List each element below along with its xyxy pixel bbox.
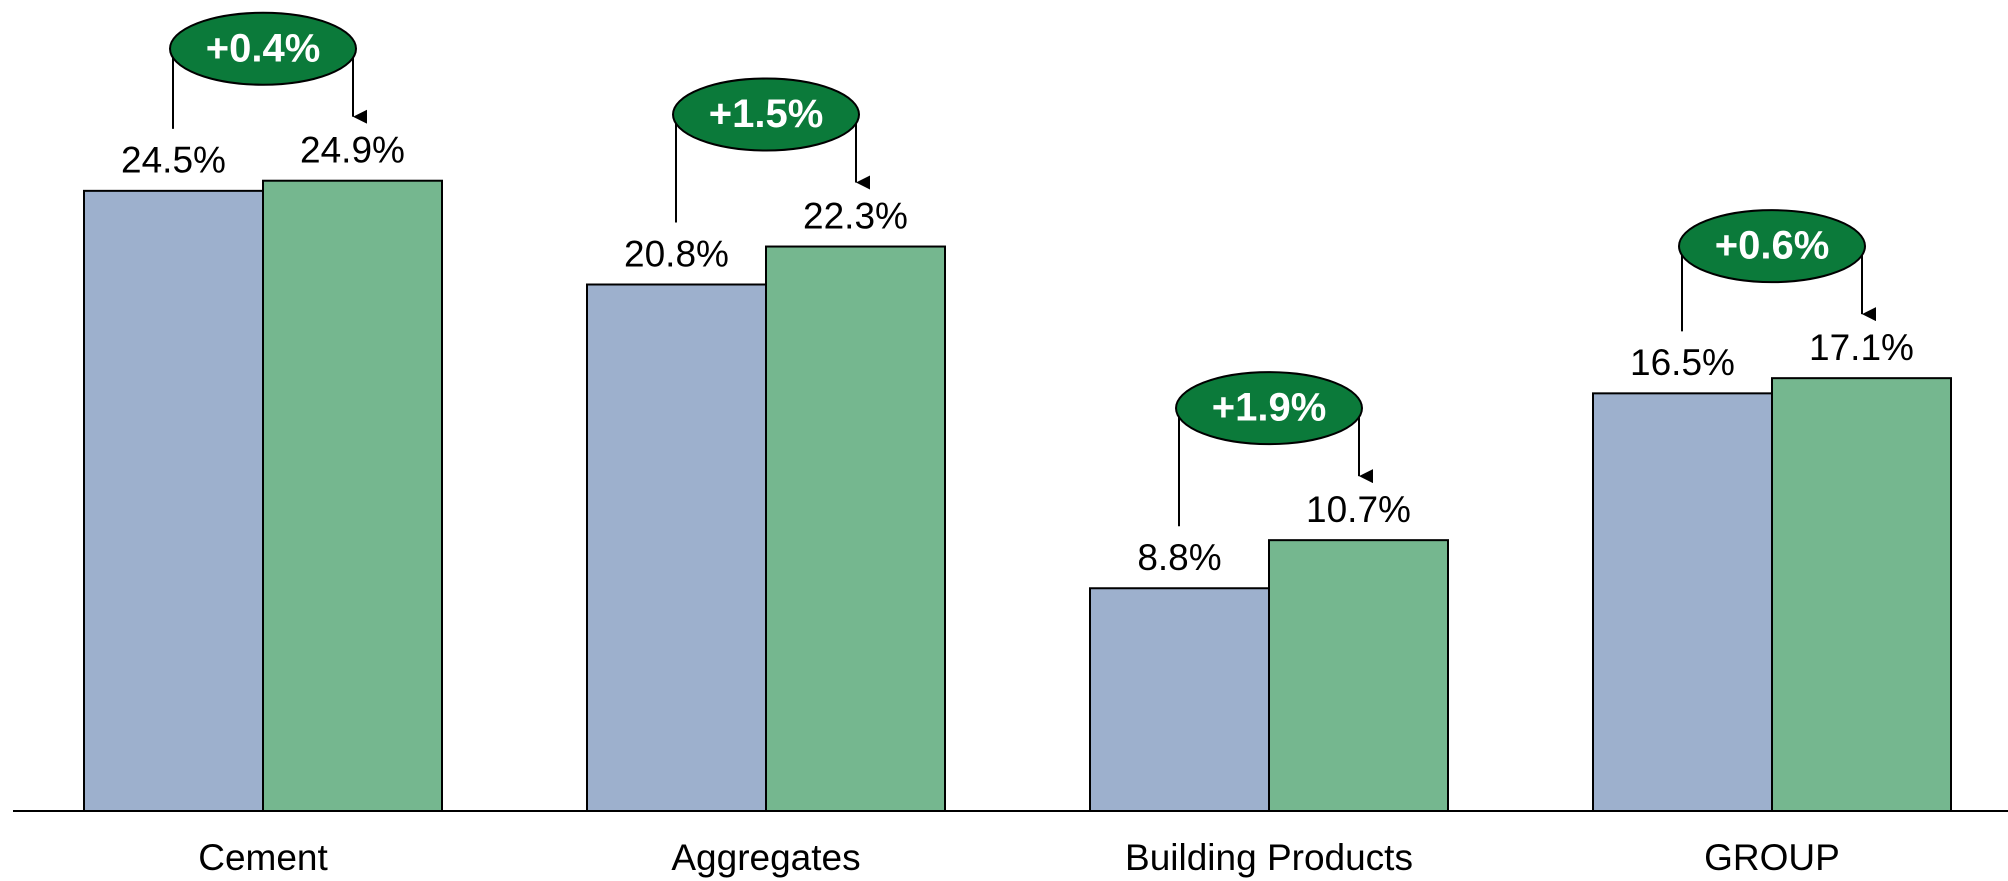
value-label: 22.3% <box>803 195 908 236</box>
change-bubble <box>1175 371 1363 446</box>
bar <box>1089 587 1270 812</box>
bar <box>765 245 946 812</box>
bar <box>262 179 443 812</box>
value-label: 8.8% <box>1137 537 1221 578</box>
change-label: +0.6% <box>1715 224 1830 268</box>
x-tick-label: Building Products <box>1125 837 1413 878</box>
bar <box>83 189 264 812</box>
value-label: 16.5% <box>1630 342 1735 383</box>
change-bubble <box>169 11 357 86</box>
value-label: 10.7% <box>1306 489 1411 530</box>
value-label: 24.5% <box>121 140 226 181</box>
x-tick-label: Cement <box>198 837 328 878</box>
x-tick-label: Aggregates <box>671 837 860 878</box>
value-label: 20.8% <box>624 233 729 274</box>
change-label: +1.9% <box>1212 386 1327 430</box>
bar <box>586 283 767 812</box>
bar <box>1771 377 1952 812</box>
x-tick-label: GROUP <box>1704 837 1840 878</box>
bar <box>1592 392 1773 812</box>
value-label: 17.1% <box>1809 327 1914 368</box>
value-label: 24.9% <box>300 130 405 171</box>
change-label: +1.5% <box>709 92 824 136</box>
bar <box>1268 539 1449 812</box>
change-label: +0.4% <box>206 26 321 70</box>
change-bubble <box>1678 209 1866 284</box>
change-bubble <box>672 77 860 152</box>
